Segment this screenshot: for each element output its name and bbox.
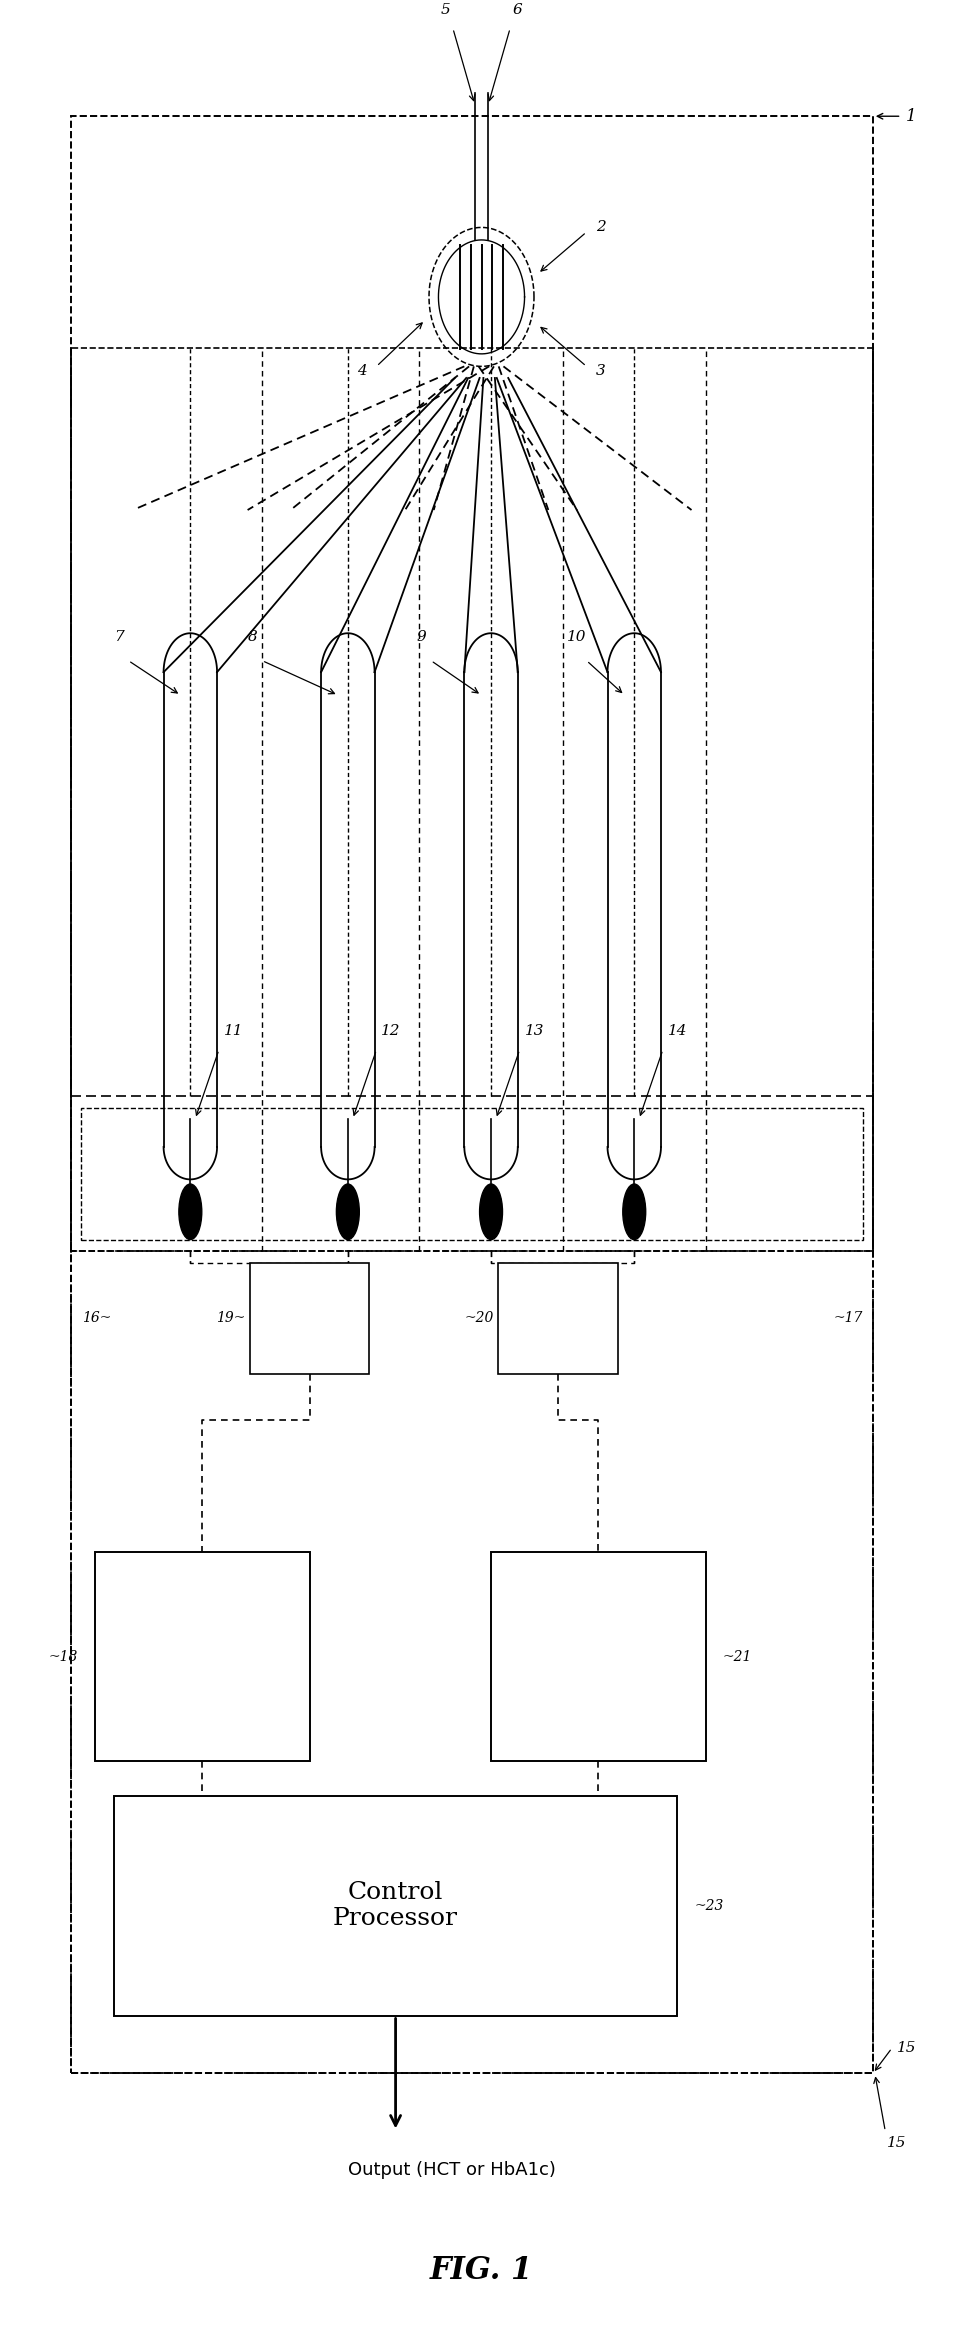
Text: ~21: ~21 xyxy=(723,1650,752,1664)
Text: 8: 8 xyxy=(247,631,257,645)
Text: 16~: 16~ xyxy=(83,1310,112,1324)
Bar xyxy=(95,1552,310,1760)
Bar xyxy=(250,1263,370,1374)
Bar xyxy=(114,1796,677,2016)
Bar xyxy=(71,117,872,2074)
Circle shape xyxy=(336,1184,359,1240)
Text: 12: 12 xyxy=(381,1024,401,1038)
Text: Output (HCT or HbA1c): Output (HCT or HbA1c) xyxy=(348,2161,556,2180)
Text: ~20: ~20 xyxy=(464,1310,493,1324)
Text: 9: 9 xyxy=(416,631,427,645)
Circle shape xyxy=(179,1184,202,1240)
Circle shape xyxy=(623,1184,646,1240)
Bar xyxy=(71,347,872,1252)
Text: 3: 3 xyxy=(596,363,606,377)
Text: 4: 4 xyxy=(357,363,367,377)
Circle shape xyxy=(480,1184,503,1240)
Text: 15: 15 xyxy=(887,2135,907,2149)
Text: 5: 5 xyxy=(440,2,450,16)
Text: 15: 15 xyxy=(897,2042,916,2056)
Bar xyxy=(491,1552,706,1760)
Text: 2: 2 xyxy=(596,220,606,234)
Text: 10: 10 xyxy=(567,631,586,645)
Text: ~17: ~17 xyxy=(834,1310,864,1324)
Text: 19~: 19~ xyxy=(216,1310,246,1324)
Text: ~23: ~23 xyxy=(694,1899,724,1913)
Bar xyxy=(81,1109,864,1240)
Text: 1: 1 xyxy=(906,108,917,124)
Text: ~18: ~18 xyxy=(48,1650,78,1664)
Bar xyxy=(498,1263,617,1374)
Text: 11: 11 xyxy=(223,1024,244,1038)
Text: 6: 6 xyxy=(513,2,523,16)
Bar xyxy=(71,1252,872,2074)
Text: 7: 7 xyxy=(114,631,123,645)
Text: 13: 13 xyxy=(525,1024,544,1038)
Text: FIG. 1: FIG. 1 xyxy=(429,2255,534,2285)
Text: 14: 14 xyxy=(667,1024,688,1038)
Text: Control
Processor: Control Processor xyxy=(333,1880,458,1931)
